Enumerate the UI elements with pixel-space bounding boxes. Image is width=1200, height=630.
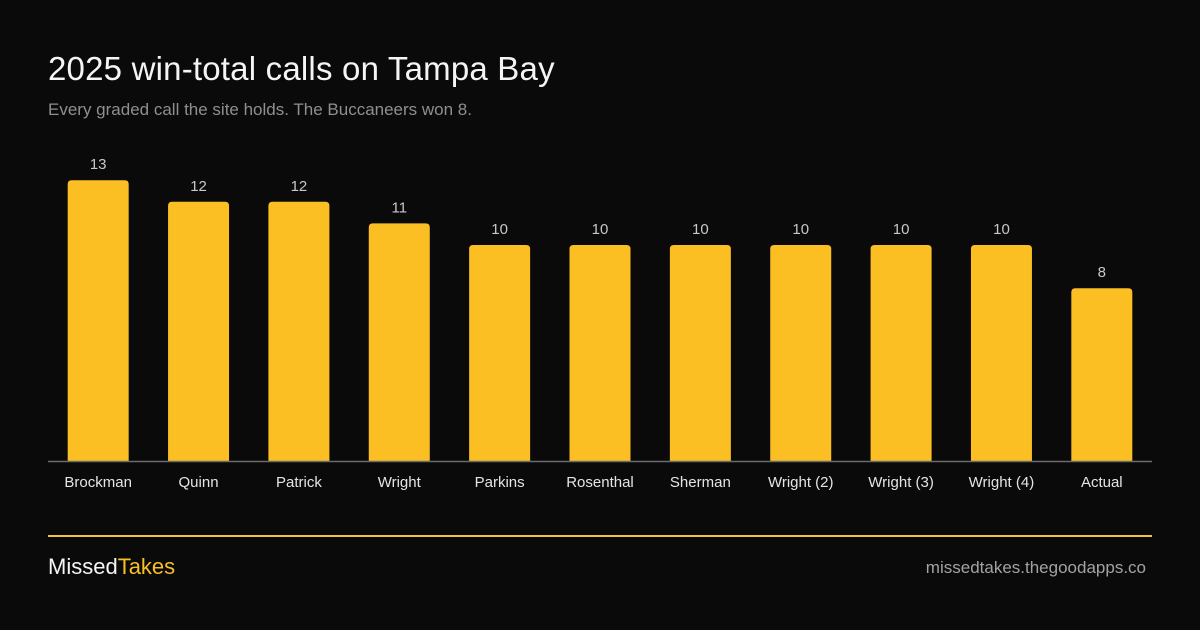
bar-value-label: 10 [692, 221, 709, 238]
bar-patrick [268, 201, 330, 462]
bar-wright-3 [870, 245, 932, 461]
bar-wright-2 [770, 245, 832, 461]
brand-name-part2: Takes [117, 554, 176, 579]
bar-value-label: 12 [291, 178, 308, 195]
category-label: Patrick [276, 474, 322, 491]
category-label: Actual [1081, 474, 1123, 491]
footer-divider [48, 535, 1152, 537]
category-label: Rosenthal [566, 474, 634, 491]
bar-value-label: 13 [90, 156, 107, 173]
chart-subtitle: Every graded call the site holds. The Bu… [48, 100, 472, 119]
bar-value-label: 10 [893, 221, 910, 238]
bar-value-label: 10 [592, 221, 609, 238]
category-label: Brockman [64, 474, 132, 491]
bar-brockman [67, 180, 129, 461]
category-label: Wright (2) [768, 474, 834, 491]
category-label: Sherman [670, 474, 731, 491]
bar-value-label: 12 [190, 178, 207, 195]
brand-logo[interactable]: MissedTakes [48, 554, 175, 580]
chart-title: 2025 win-total calls on Tampa Bay [48, 50, 555, 87]
bar-actual [1071, 288, 1133, 461]
bar-wright [368, 223, 430, 461]
site-url[interactable]: missedtakes.thegoodapps.co [925, 558, 1146, 577]
bar-wright-4 [970, 245, 1032, 461]
brand-name-part1: Missed [48, 554, 118, 579]
bar-sherman [669, 245, 731, 461]
bar-rosenthal [569, 245, 631, 461]
bar-quinn [168, 201, 230, 462]
bar-value-label: 11 [391, 199, 407, 216]
bar-chart: 13 Brockman 12 Quinn 12 Patrick 11 Wright 10 Park… [48, 156, 1152, 491]
bar-value-label: 10 [993, 221, 1010, 238]
category-label: Wright (3) [868, 474, 934, 491]
bar-value-label: 10 [491, 221, 508, 238]
category-label: Wright [378, 474, 422, 491]
bar-value-label: 10 [792, 221, 809, 238]
category-label: Parkins [475, 474, 525, 491]
bar-value-label: 8 [1098, 264, 1106, 281]
category-label: Wright (4) [969, 474, 1035, 491]
bar-parkins [469, 245, 531, 461]
category-label: Quinn [179, 474, 219, 491]
